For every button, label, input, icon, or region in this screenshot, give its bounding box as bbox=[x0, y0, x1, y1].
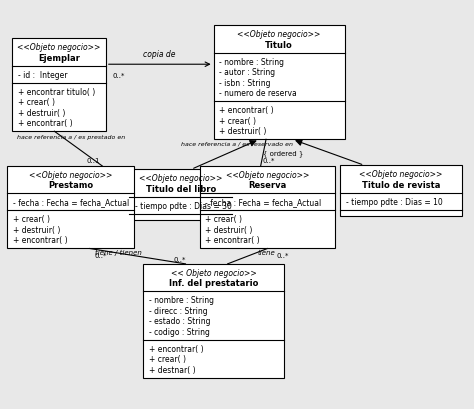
Text: + encontrar( ): + encontrar( ) bbox=[219, 106, 274, 115]
Text: - tiempo pdte : Dias = 30: - tiempo pdte : Dias = 30 bbox=[135, 201, 232, 210]
Text: - estado : String: - estado : String bbox=[149, 317, 210, 326]
Text: - direcc : String: - direcc : String bbox=[149, 306, 208, 315]
Text: + encontrar( ): + encontrar( ) bbox=[149, 344, 203, 353]
Bar bbox=[12, 39, 106, 132]
Text: Prestamo: Prestamo bbox=[48, 181, 93, 190]
Text: 0..*: 0..* bbox=[113, 72, 125, 78]
Bar bbox=[129, 170, 232, 220]
Text: copia de: copia de bbox=[144, 50, 176, 59]
Text: - fecha : Fecha = fecha_Actual: - fecha : Fecha = fecha_Actual bbox=[13, 198, 129, 207]
Text: Ejemplar: Ejemplar bbox=[38, 54, 80, 63]
Text: - codigo : String: - codigo : String bbox=[149, 327, 210, 336]
Text: hace referencia a / es prestado en: hace referencia a / es prestado en bbox=[17, 135, 125, 139]
Text: <<Objeto negocio>>: <<Objeto negocio>> bbox=[29, 171, 112, 180]
Text: <<Objeto negocio>>: <<Objeto negocio>> bbox=[139, 174, 222, 183]
Text: <<Objeto negocio>>: <<Objeto negocio>> bbox=[18, 43, 100, 52]
Text: + crear( ): + crear( ) bbox=[18, 98, 55, 107]
Text: + encontrar titulo( ): + encontrar titulo( ) bbox=[18, 88, 95, 97]
Text: + destruir( ): + destruir( ) bbox=[13, 225, 61, 234]
Text: 0..1: 0..1 bbox=[86, 157, 100, 163]
Text: + destruir( ): + destruir( ) bbox=[18, 108, 65, 117]
Text: - nombre : String: - nombre : String bbox=[149, 296, 214, 305]
Text: Titulo de revista: Titulo de revista bbox=[362, 180, 440, 189]
Text: + destruir( ): + destruir( ) bbox=[205, 225, 253, 234]
Text: Inf. del prestatario: Inf. del prestatario bbox=[169, 279, 258, 288]
Text: 0..*: 0..* bbox=[263, 157, 275, 163]
Bar bbox=[340, 166, 462, 217]
Text: <<Objeto negocio>>: <<Objeto negocio>> bbox=[237, 30, 321, 39]
Text: + crear( ): + crear( ) bbox=[219, 117, 256, 126]
Text: + encontrar( ): + encontrar( ) bbox=[18, 119, 73, 128]
Text: hace referencia a / es reservado en: hace referencia a / es reservado en bbox=[181, 141, 293, 146]
Text: 0..*: 0..* bbox=[94, 252, 107, 258]
Text: - autor : String: - autor : String bbox=[219, 68, 275, 77]
Text: 0..*: 0..* bbox=[174, 256, 186, 262]
Text: <<Objeto negocio>>: <<Objeto negocio>> bbox=[359, 170, 443, 179]
Text: + crear( ): + crear( ) bbox=[205, 215, 242, 224]
Text: + encontrar( ): + encontrar( ) bbox=[13, 236, 68, 245]
Text: - numero de reserva: - numero de reserva bbox=[219, 89, 297, 98]
Text: 0..*: 0..* bbox=[277, 252, 289, 258]
Text: <<Objeto negocio>>: <<Objeto negocio>> bbox=[226, 171, 309, 180]
Bar bbox=[200, 166, 336, 249]
Text: << Objeto negocio>>: << Objeto negocio>> bbox=[171, 268, 256, 277]
Text: tiene / tienen: tiene / tienen bbox=[95, 249, 142, 256]
Text: + destruir( ): + destruir( ) bbox=[219, 127, 266, 136]
Text: - tiempo pdte : Dias = 10: - tiempo pdte : Dias = 10 bbox=[346, 198, 442, 206]
Text: { ordered }: { ordered } bbox=[263, 150, 303, 157]
Text: Titulo del libro: Titulo del libro bbox=[146, 184, 216, 193]
Text: Reserva: Reserva bbox=[248, 181, 287, 190]
Bar bbox=[8, 166, 134, 249]
Text: - fecha : Fecha = fecha_Actual: - fecha : Fecha = fecha_Actual bbox=[205, 198, 321, 207]
Bar bbox=[143, 264, 284, 378]
Text: + crear( ): + crear( ) bbox=[149, 355, 186, 364]
Text: Titulo: Titulo bbox=[265, 40, 293, 49]
Text: tiene: tiene bbox=[257, 249, 275, 256]
Text: - isbn : String: - isbn : String bbox=[219, 79, 271, 88]
Text: - nombre : String: - nombre : String bbox=[219, 58, 284, 67]
Text: + crear( ): + crear( ) bbox=[13, 215, 50, 224]
Text: + destnar( ): + destnar( ) bbox=[149, 365, 196, 374]
Text: + encontrar( ): + encontrar( ) bbox=[205, 236, 260, 245]
Bar bbox=[214, 26, 345, 140]
Text: - id :  Integer: - id : Integer bbox=[18, 70, 67, 79]
